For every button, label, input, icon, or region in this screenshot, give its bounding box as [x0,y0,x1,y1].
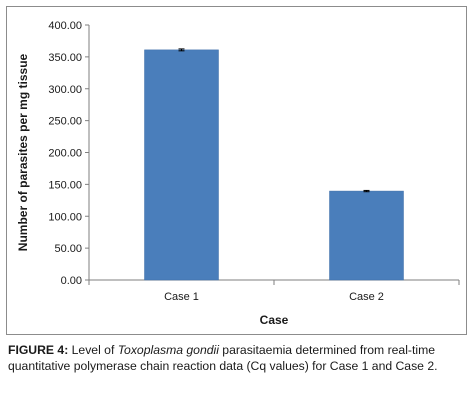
x-category-label: Case 2 [349,291,384,303]
caption-text-after: parasitaemia determined from real-time q… [8,343,438,373]
caption-figure-number: FIGURE 4: [8,343,69,357]
bar-1 [144,49,219,281]
bar-2 [329,190,404,281]
caption-text-before: Level of [68,343,118,357]
y-tick-label: 350.00 [48,52,82,64]
y-axis-title: Number of parasites per mg tissue [16,53,30,251]
chart-frame: 0.00 50.00 100.00 150.00 200.00 250.00 300.00 3… [6,6,467,335]
caption-species-name: Toxoplasma gondii [117,343,219,357]
x-axis-title: Case [260,313,289,327]
y-axis: 0.00 50.00 100.00 150.00 200.00 250.00 300.00 3… [48,20,90,287]
y-tick-label: 250.00 [48,116,82,128]
y-tick-label: 400.00 [48,20,82,32]
bars: Case 1 Case 2 [144,48,404,303]
y-tick-label: 50.00 [54,243,82,255]
y-tick-label: 150.00 [48,179,82,191]
y-tick-label: 200.00 [48,148,82,160]
y-tick-label: 100.00 [48,211,82,223]
x-axis [88,279,460,285]
x-category-label: Case 1 [164,291,199,303]
figure-caption: FIGURE 4: Level of Toxoplasma gondii par… [8,342,468,374]
bar-chart: 0.00 50.00 100.00 150.00 200.00 250.00 300.00 3… [16,20,460,327]
y-tick-label: 0.00 [61,275,82,287]
y-tick-label: 300.00 [48,84,82,96]
